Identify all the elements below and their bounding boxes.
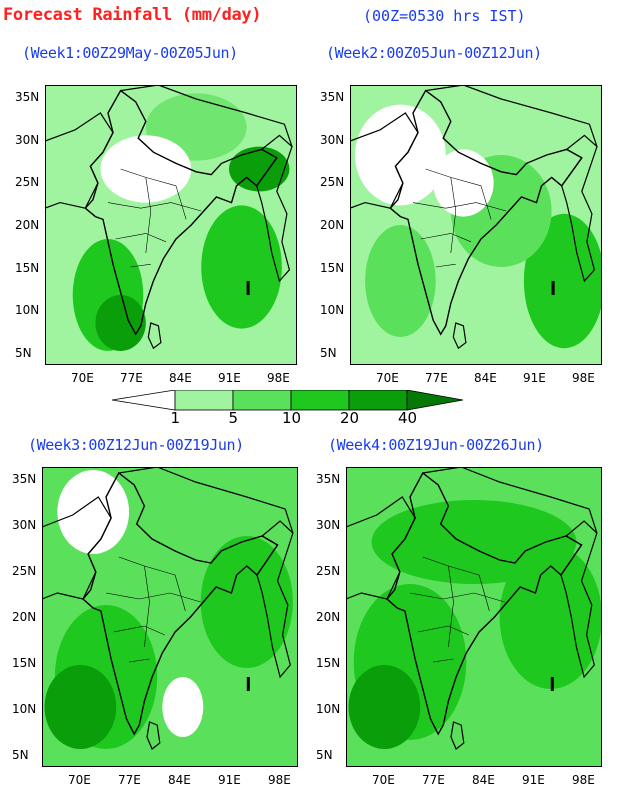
lon-tick-label: 84E <box>168 773 191 787</box>
legend-swatch <box>232 390 292 411</box>
panel-title-week2: (Week2:00Z05Jun-00Z12Jun) <box>326 44 542 62</box>
map-panel-week4 <box>345 466 602 767</box>
lat-tick-label: 10N <box>12 702 37 716</box>
lat-tick-label: 25N <box>12 564 37 578</box>
lat-tick-label: 10N <box>316 702 341 716</box>
lon-tick-label: 84E <box>169 371 192 385</box>
lon-tick-label: 70E <box>71 371 94 385</box>
legend-threshold-label: 20 <box>340 409 360 427</box>
lat-tick-label: 15N <box>316 656 341 670</box>
lon-tick-label: 98E <box>267 371 290 385</box>
lat-tick-label: 30N <box>316 518 341 532</box>
time-note: (00Z=0530 hrs IST) <box>363 7 526 25</box>
lon-tick-label: 77E <box>425 371 448 385</box>
lon-tick-label: 84E <box>472 773 495 787</box>
lon-tick-label: 91E <box>218 371 241 385</box>
lon-tick-label: 98E <box>572 371 595 385</box>
rainfall-map-week3 <box>41 466 298 767</box>
lon-tick-label: 91E <box>218 773 241 787</box>
lat-tick-label: 15N <box>12 656 37 670</box>
lon-tick-label: 77E <box>422 773 445 787</box>
lon-tick-label: 77E <box>118 773 141 787</box>
lon-tick-label: 77E <box>120 371 143 385</box>
lat-tick-label: 35N <box>316 472 341 486</box>
lon-tick-label: 84E <box>474 371 497 385</box>
lon-tick-label: 91E <box>523 371 546 385</box>
legend-swatch <box>406 390 464 411</box>
panel-title-week1: (Week1:00Z29May-00Z05Jun) <box>22 44 238 62</box>
legend-swatch <box>112 390 176 411</box>
rainfall-map-week4 <box>345 466 602 767</box>
lon-tick-label: 98E <box>572 773 595 787</box>
rainfall-map-week1 <box>44 84 297 365</box>
lon-tick-label: 98E <box>268 773 291 787</box>
lat-tick-label: 5N <box>320 346 337 360</box>
lat-tick-label: 25N <box>15 175 40 190</box>
map-panel-week3 <box>41 466 298 767</box>
color-legend <box>112 390 464 411</box>
panel-title-week4: (Week4:00Z19Jun-00Z26Jun) <box>328 436 544 454</box>
lat-tick-label: 10N <box>15 303 40 318</box>
legend-threshold-label: 10 <box>282 409 302 427</box>
legend-threshold-label: 1 <box>170 409 181 427</box>
lat-tick-label: 30N <box>15 132 40 147</box>
map-panel-week2 <box>349 84 605 365</box>
lat-tick-label: 5N <box>15 346 32 360</box>
legend-threshold-label: 40 <box>398 409 418 427</box>
lat-tick-label: 5N <box>316 748 333 762</box>
lat-tick-label: 25N <box>320 175 345 190</box>
lat-tick-label: 15N <box>15 260 40 275</box>
panel-title-week3: (Week3:00Z12Jun-00Z19Jun) <box>28 436 244 454</box>
lat-tick-label: 35N <box>12 472 37 486</box>
page-title: Forecast Rainfall (mm/day) <box>3 5 262 25</box>
lat-tick-label: 20N <box>320 218 345 232</box>
lat-tick-label: 20N <box>15 218 40 232</box>
lat-tick-label: 30N <box>320 132 345 147</box>
legend-swatch <box>348 390 408 411</box>
map-panel-week1 <box>44 84 297 365</box>
lat-tick-label: 20N <box>12 610 37 624</box>
lat-tick-label: 5N <box>12 748 29 762</box>
legend-swatch <box>174 390 234 411</box>
legend-swatch <box>290 390 350 411</box>
lat-tick-label: 35N <box>15 90 40 104</box>
lon-tick-label: 70E <box>372 773 395 787</box>
rainfall-map-week2 <box>349 84 605 365</box>
lat-tick-label: 35N <box>320 90 345 104</box>
legend-threshold-label: 5 <box>228 409 239 427</box>
lon-tick-label: 70E <box>376 371 399 385</box>
lat-tick-label: 30N <box>12 518 37 532</box>
lon-tick-label: 70E <box>68 773 91 787</box>
lat-tick-label: 25N <box>316 564 341 578</box>
lon-tick-label: 91E <box>522 773 545 787</box>
lat-tick-label: 20N <box>316 610 341 624</box>
lat-tick-label: 15N <box>320 260 345 275</box>
lat-tick-label: 10N <box>320 303 345 318</box>
